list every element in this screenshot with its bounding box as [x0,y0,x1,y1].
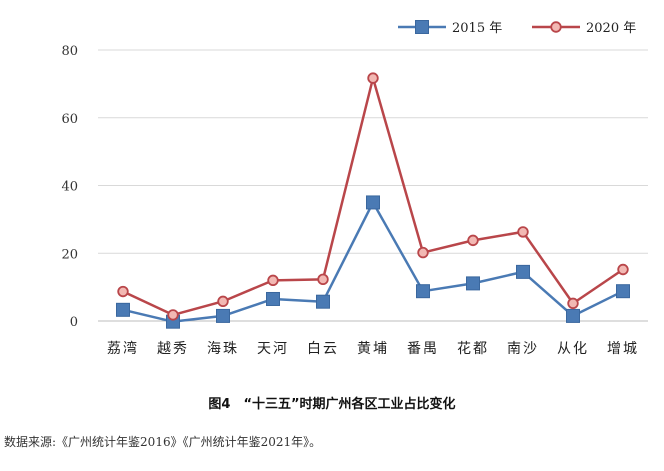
data-point [317,273,329,286]
y-tick-label: 80 [61,44,78,59]
x-category-label: 南沙 [507,341,539,357]
legend-item: 2020 年 [532,21,636,36]
data-point [466,276,480,291]
legend-marker [550,21,562,33]
data-point [567,297,579,310]
data-point [217,295,229,308]
y-axis-ticks: 0 20 40 60 80 [61,44,78,330]
data-point [467,234,479,247]
chart-title: 图4 “十三五”时期广州各区工业占比变化 [208,397,456,412]
legend-label: 2020 年 [586,21,636,36]
data-source-note: 数据来源:《广州统计年鉴2016》《广州统计年鉴2021年》。 [4,435,322,449]
x-category-label: 天河 [257,341,289,357]
data-point [616,284,630,299]
x-category-label: 荔湾 [107,340,139,357]
data-point [316,294,330,309]
series-2 [117,72,629,321]
data-point [416,284,430,299]
legend: 2015 年 2020 年 [398,20,636,36]
series [116,72,630,329]
gridlines [98,49,648,322]
data-point [167,309,179,321]
data-point [417,246,429,259]
x-category-label: 越秀 [157,341,189,357]
data-point [266,291,280,306]
legend-item: 2015 年 [398,20,502,36]
x-category-label: 海珠 [207,341,239,357]
legend-label: 2015 年 [452,21,502,36]
series-1 [116,195,630,329]
data-point [267,274,279,287]
x-category-label: 黄埔 [357,340,389,357]
data-point [117,285,129,298]
x-category-label: 白云 [307,341,339,357]
data-point [116,302,130,317]
data-point [566,308,580,323]
x-axis-categories: 荔湾 越秀 海珠 天河 白云 黄埔 番禺 花都 南沙 从化 增城 [107,340,639,357]
data-point [517,226,529,238]
data-point [516,264,530,279]
y-tick-label: 20 [61,247,78,262]
series-line [122,201,624,323]
y-tick-label: 60 [61,112,78,127]
y-tick-label: 0 [70,315,78,330]
data-point [617,263,629,276]
x-category-label: 从化 [557,341,589,357]
x-category-label: 增城 [607,341,639,357]
x-category-label: 花都 [457,341,489,357]
y-tick-label: 40 [61,180,78,195]
data-point [366,195,380,210]
data-point [216,308,230,323]
legend-marker [415,20,429,34]
data-point [367,72,379,84]
x-category-label: 番禺 [407,341,439,357]
